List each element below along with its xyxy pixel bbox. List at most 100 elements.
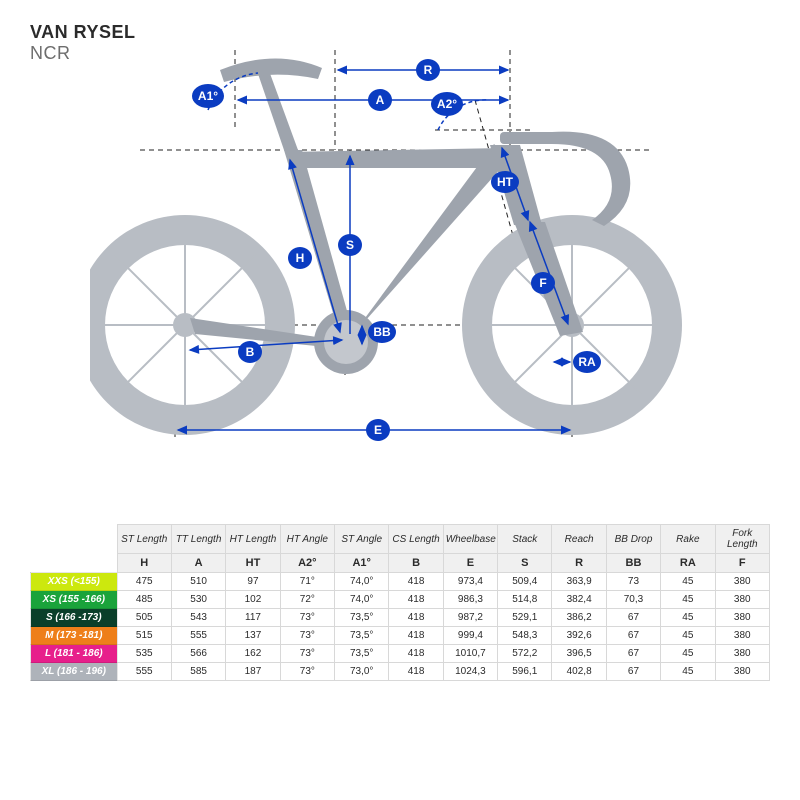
cell: 999,4 [443, 627, 497, 645]
svg-text:F: F [539, 276, 546, 290]
cell: 73° [280, 609, 334, 627]
size-label: L (181 - 186) [31, 645, 118, 663]
cell: 45 [661, 663, 715, 681]
table-row: S (166 -173)50554311773°73,5°418987,2529… [31, 609, 770, 627]
cell: 515 [117, 627, 171, 645]
cell: 418 [389, 591, 443, 609]
size-label: XS (155 -166) [31, 591, 118, 609]
svg-text:BB: BB [373, 325, 391, 339]
cell: 73,0° [335, 663, 389, 681]
cell: 72° [280, 591, 334, 609]
cell: 505 [117, 609, 171, 627]
cell: 363,9 [552, 573, 606, 591]
col-title: HT Length [226, 525, 280, 554]
cell: 514,8 [498, 591, 552, 609]
cell: 67 [606, 609, 660, 627]
cell: 70,3 [606, 591, 660, 609]
cell: 987,2 [443, 609, 497, 627]
svg-text:A1°: A1° [198, 89, 218, 103]
col-symbol: H [117, 554, 171, 573]
table-row: L (181 - 186)53556616273°73,5°4181010,75… [31, 645, 770, 663]
cell: 485 [117, 591, 171, 609]
col-title: CS Length [389, 525, 443, 554]
cell: 555 [117, 663, 171, 681]
cell: 566 [171, 645, 225, 663]
col-title: Reach [552, 525, 606, 554]
cell: 529,1 [498, 609, 552, 627]
cell: 45 [661, 627, 715, 645]
cell: 418 [389, 645, 443, 663]
cell: 45 [661, 573, 715, 591]
svg-text:HT: HT [497, 175, 514, 189]
cell: 73,5° [335, 645, 389, 663]
col-symbol: RA [661, 554, 715, 573]
cell: 73 [606, 573, 660, 591]
col-title: BB Drop [606, 525, 660, 554]
col-title: Wheelbase [443, 525, 497, 554]
col-symbol: A [171, 554, 225, 573]
svg-text:H: H [296, 251, 305, 265]
cell: 45 [661, 645, 715, 663]
size-label: XL (186 - 196) [31, 663, 118, 681]
cell: 74,0° [335, 573, 389, 591]
svg-text:RA: RA [578, 355, 596, 369]
svg-text:B: B [246, 345, 255, 359]
svg-text:A2°: A2° [437, 97, 457, 111]
cell: 117 [226, 609, 280, 627]
cell: 530 [171, 591, 225, 609]
svg-text:E: E [374, 423, 382, 437]
size-label: XXS (<155) [31, 573, 118, 591]
cell: 585 [171, 663, 225, 681]
cell: 510 [171, 573, 225, 591]
cell: 380 [715, 627, 769, 645]
cell: 396,5 [552, 645, 606, 663]
cell: 97 [226, 573, 280, 591]
col-title: TT Length [171, 525, 225, 554]
cell: 162 [226, 645, 280, 663]
cell: 535 [117, 645, 171, 663]
cell: 386,2 [552, 609, 606, 627]
cell: 67 [606, 663, 660, 681]
cell: 380 [715, 573, 769, 591]
geometry-diagram: A1° A2° R A HT H S BB F RA B E [90, 40, 710, 500]
size-label: S (166 -173) [31, 609, 118, 627]
col-symbol: A1° [335, 554, 389, 573]
cell: 572,2 [498, 645, 552, 663]
cell: 380 [715, 609, 769, 627]
table-row: XS (155 -166)48553010272°74,0°418986,351… [31, 591, 770, 609]
cell: 380 [715, 591, 769, 609]
cell: 555 [171, 627, 225, 645]
cell: 73,5° [335, 627, 389, 645]
cell: 402,8 [552, 663, 606, 681]
table-row: XXS (<155)4755109771°74,0°418973,4509,43… [31, 573, 770, 591]
col-symbol: F [715, 554, 769, 573]
col-symbol: S [498, 554, 552, 573]
cell: 73° [280, 663, 334, 681]
cell: 986,3 [443, 591, 497, 609]
cell: 74,0° [335, 591, 389, 609]
cell: 71° [280, 573, 334, 591]
col-symbol: A2° [280, 554, 334, 573]
cell: 973,4 [443, 573, 497, 591]
col-title: Rake [661, 525, 715, 554]
cell: 1024,3 [443, 663, 497, 681]
cell: 475 [117, 573, 171, 591]
cell: 392,6 [552, 627, 606, 645]
cell: 73° [280, 645, 334, 663]
col-symbol: HT [226, 554, 280, 573]
table-row: M (173 -181)51555513773°73,5°418999,4548… [31, 627, 770, 645]
col-title: ST Length [117, 525, 171, 554]
svg-text:R: R [424, 63, 433, 77]
cell: 418 [389, 609, 443, 627]
cell: 45 [661, 609, 715, 627]
cell: 418 [389, 663, 443, 681]
cell: 67 [606, 645, 660, 663]
cell: 1010,7 [443, 645, 497, 663]
cell: 137 [226, 627, 280, 645]
cell: 380 [715, 645, 769, 663]
cell: 509,4 [498, 573, 552, 591]
cell: 73,5° [335, 609, 389, 627]
cell: 596,1 [498, 663, 552, 681]
cell: 418 [389, 627, 443, 645]
cell: 73° [280, 627, 334, 645]
